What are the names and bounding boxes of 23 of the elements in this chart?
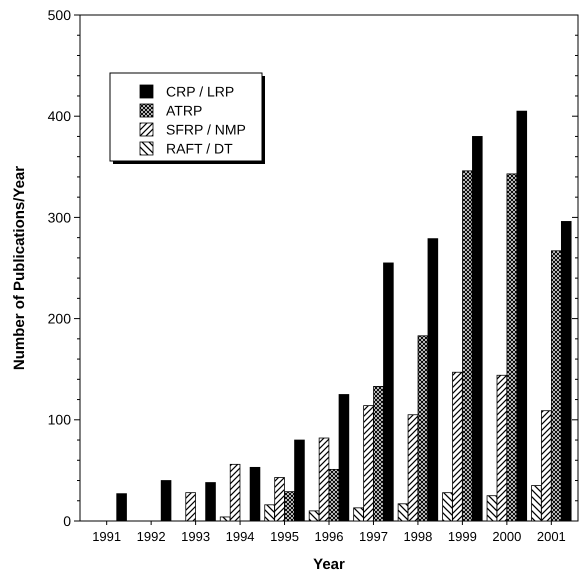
x-tick-label: 1994 bbox=[226, 529, 255, 544]
legend-label: CRP / LRP bbox=[166, 83, 234, 100]
x-tick-label: 1997 bbox=[359, 529, 388, 544]
x-tick-label: 1996 bbox=[314, 529, 344, 544]
legend-label: SFRP / NMP bbox=[166, 121, 246, 138]
y-tick-label: 0 bbox=[63, 512, 72, 529]
x-tick-label: 2000 bbox=[492, 529, 522, 544]
x-tick-label: 1998 bbox=[403, 529, 432, 544]
x-tick-label: 2001 bbox=[536, 529, 566, 544]
x-tick-label: 1992 bbox=[136, 529, 166, 544]
x-tick-label: 1999 bbox=[448, 529, 477, 544]
legend-label: ATRP bbox=[166, 102, 202, 118]
x-tick-label: 1991 bbox=[92, 529, 122, 544]
y-tick-label: 500 bbox=[48, 6, 72, 23]
x-tick-label: 1995 bbox=[270, 529, 299, 544]
y-tick-label: 300 bbox=[48, 209, 72, 226]
x-tick-label: 1993 bbox=[181, 529, 210, 544]
legend-label: RAFT / DT bbox=[166, 140, 234, 156]
x-axis-title: Year bbox=[313, 556, 346, 573]
y-tick-label: 100 bbox=[48, 412, 72, 428]
y-tick-label: 400 bbox=[48, 108, 72, 124]
y-tick-label: 200 bbox=[48, 310, 72, 326]
y-axis-title: Number of Publications/Year bbox=[11, 166, 28, 370]
